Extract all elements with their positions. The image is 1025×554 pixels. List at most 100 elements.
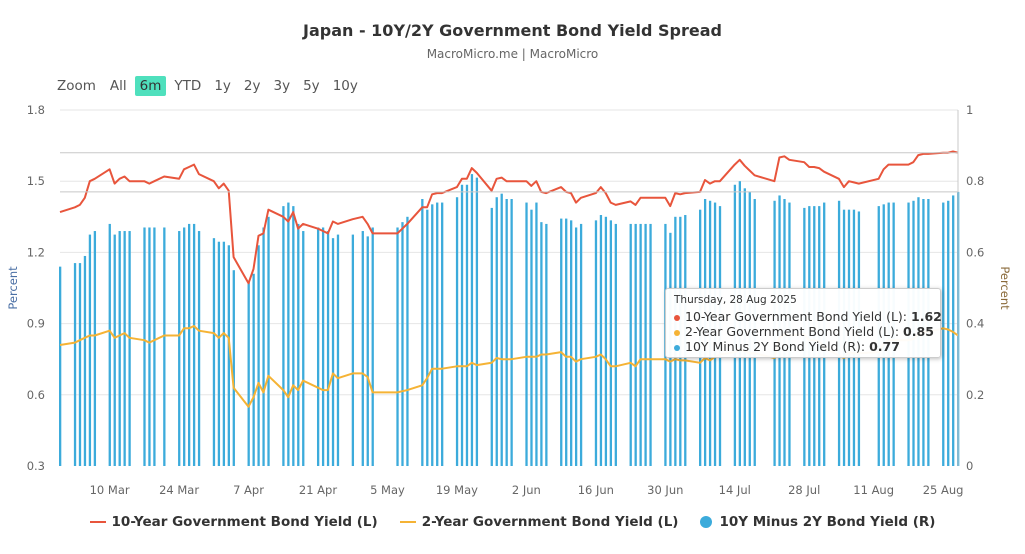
range-button-6m[interactable]: 6m xyxy=(134,76,167,96)
spread-bar xyxy=(574,227,578,466)
spread-bar xyxy=(441,202,444,466)
spread-bar xyxy=(401,222,404,466)
spread-bar xyxy=(351,234,355,466)
tooltip-row-spread: 10Y Minus 2Y Bond Yield (R): 0.77 xyxy=(674,339,932,354)
legend-label: 10Y Minus 2Y Bond Yield (R) xyxy=(719,514,936,530)
zoom-label: Zoom xyxy=(57,78,96,94)
spread-bar xyxy=(426,209,429,466)
spread-bar xyxy=(143,227,146,466)
spread-bar xyxy=(470,174,474,466)
spread-bar xyxy=(148,227,151,466)
tooltip-date: Thursday, 28 Aug 2025 xyxy=(674,294,797,306)
left-axis-tick-label: 1.2 xyxy=(27,245,45,259)
spread-bar xyxy=(609,220,613,466)
spread-bar xyxy=(217,241,221,466)
range-button-10y[interactable]: 10y xyxy=(332,78,358,94)
right-axis-tick-label: 0.6 xyxy=(966,245,984,259)
right-axis-tick-label: 0.8 xyxy=(966,174,984,188)
spread-bar xyxy=(183,227,186,466)
spread-bar xyxy=(88,234,92,466)
legend-item-10y[interactable]: 10-Year Government Bond Yield (L) xyxy=(89,514,378,530)
right-axis-tick-label: 0.4 xyxy=(966,317,984,331)
x-axis-tick-label: 19 May xyxy=(436,483,478,497)
spread-bar xyxy=(947,200,950,466)
spread-bar xyxy=(579,223,583,466)
spread-bar xyxy=(108,223,111,466)
spread-bar xyxy=(336,234,340,466)
spread-bar xyxy=(227,245,230,466)
spread-bar xyxy=(406,216,409,466)
tooltip-value: 0.77 xyxy=(869,339,900,354)
spread-bar xyxy=(639,223,642,466)
spread-bar xyxy=(331,238,335,466)
left-axis-tick-label: 1.8 xyxy=(27,103,45,117)
blue-dot-icon xyxy=(674,344,680,351)
right-axis-title: Percent xyxy=(998,266,1012,310)
range-button-3y[interactable]: 3y xyxy=(273,78,291,94)
legend-label: 2-Year Government Bond Yield (L) xyxy=(421,514,679,530)
spread-bar xyxy=(257,245,260,466)
spread-bar xyxy=(113,234,116,466)
spread-bar xyxy=(366,236,369,466)
spread-bar xyxy=(93,231,97,466)
tooltip-value: 0.85 xyxy=(903,324,934,339)
legend: 10-Year Government Bond Yield (L) 2-Year… xyxy=(0,514,1025,530)
x-axis-tick-label: 10 Mar xyxy=(90,483,130,497)
range-button-2y[interactable]: 2y xyxy=(243,78,261,94)
spread-bar xyxy=(570,220,573,466)
tooltip-value: 1.62 xyxy=(911,309,942,324)
left-axis-tick-label: 0.6 xyxy=(27,388,45,402)
spread-bar xyxy=(262,227,265,466)
spread-bar xyxy=(83,255,87,466)
tooltip-label: 10-Year Government Bond Yield (L): xyxy=(685,309,911,324)
spread-bar xyxy=(252,273,255,466)
spread-bar xyxy=(197,231,201,466)
right-axis-tick-label: 0.2 xyxy=(966,388,984,402)
spread-bar xyxy=(942,202,945,466)
tooltip-row-10y: 10-Year Government Bond Yield (L): 1.62 xyxy=(674,309,942,324)
spread-bar xyxy=(490,207,493,466)
spread-bar xyxy=(530,209,533,466)
x-axis-tick-label: 21 Apr xyxy=(299,483,337,497)
tooltip-label: 2-Year Government Bond Yield (L): xyxy=(685,324,904,339)
range-button-all[interactable]: All xyxy=(109,78,127,94)
spread-bar xyxy=(267,216,270,466)
tooltip-label: 10Y Minus 2Y Bond Yield (R): xyxy=(685,339,870,354)
spread-bar xyxy=(321,227,325,466)
left-axis-tick-label: 0.9 xyxy=(27,317,45,331)
spread-bar xyxy=(431,204,434,466)
legend-label: 10-Year Government Bond Yield (L) xyxy=(111,514,378,530)
spread-bar xyxy=(436,202,439,466)
spread-bar xyxy=(123,231,126,466)
range-button-5y[interactable]: 5y xyxy=(303,78,320,94)
spread-bar xyxy=(535,202,538,466)
spread-bar xyxy=(73,263,77,466)
spread-bar xyxy=(59,266,62,466)
red-dot-icon xyxy=(674,314,680,321)
spread-bar xyxy=(163,227,166,466)
spread-bar xyxy=(282,206,285,466)
spread-bar xyxy=(247,280,250,466)
x-axis-tick-label: 25 Aug xyxy=(923,483,964,497)
spread-bar xyxy=(525,202,528,466)
range-button-ytd[interactable]: YTD xyxy=(174,78,202,94)
spread-bar xyxy=(510,199,513,466)
spread-bar xyxy=(634,223,637,466)
spread-bar xyxy=(599,215,603,466)
spread-bar xyxy=(287,202,290,466)
line-icon xyxy=(399,521,416,523)
spread-bar xyxy=(540,222,543,466)
left-axis-title: Percent xyxy=(6,266,20,310)
line-icon xyxy=(89,521,106,523)
x-axis-tick-label: 2 Jun xyxy=(512,483,541,497)
spread-bar xyxy=(604,216,608,466)
range-button-1y[interactable]: 1y xyxy=(214,78,231,94)
spread-bar xyxy=(594,220,598,466)
tooltip: Thursday, 28 Aug 2025 10-Year Government… xyxy=(665,288,942,358)
spread-bar xyxy=(455,197,459,466)
legend-item-spread[interactable]: 10Y Minus 2Y Bond Yield (R) xyxy=(700,514,935,530)
legend-item-2y[interactable]: 2-Year Government Bond Yield (L) xyxy=(399,514,679,530)
spread-bar xyxy=(297,223,300,466)
spread-bar xyxy=(560,218,563,466)
